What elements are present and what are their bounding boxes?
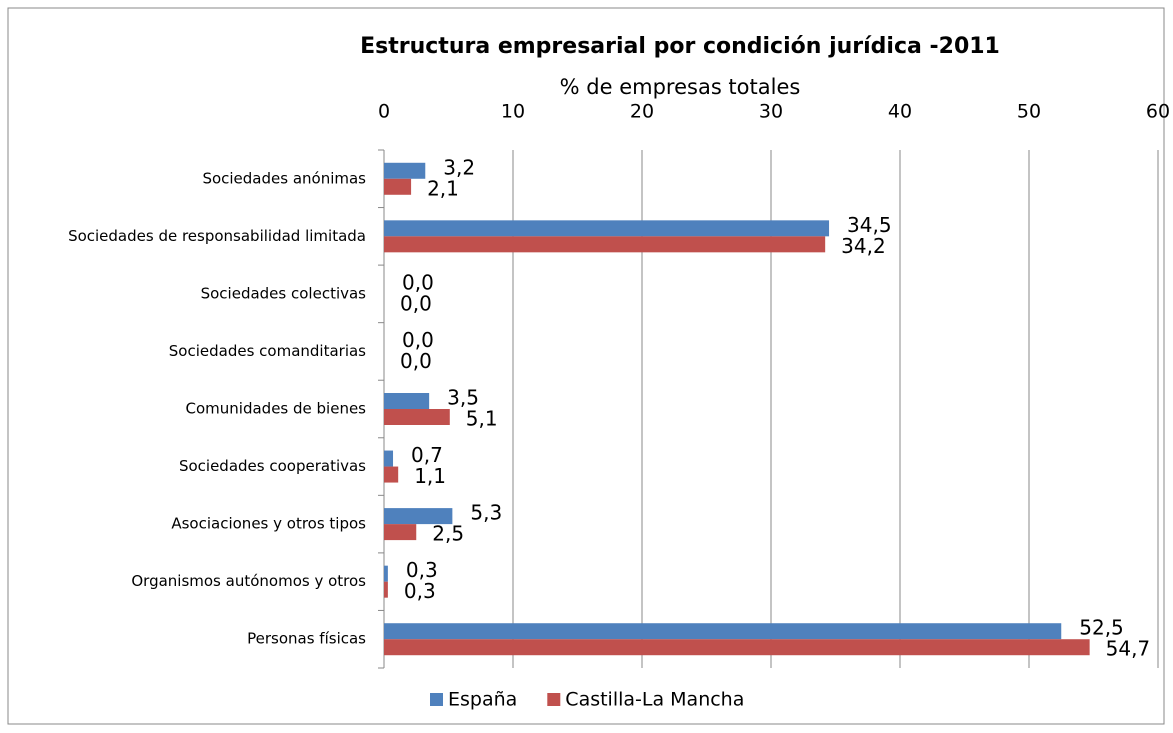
value-label: 2,1 [427,176,459,200]
value-label: 5,1 [466,407,498,431]
y-tick-label: Sociedades de responsabilidad limitada [68,227,366,245]
bar [384,466,399,483]
y-tick-label: Sociedades comanditarias [169,342,366,360]
bar [384,639,1090,656]
bar [384,236,826,253]
value-label: 0,3 [404,579,436,603]
legend-swatch [547,693,561,706]
value-label: 0,0 [400,349,432,373]
value-label: 0,0 [400,291,432,315]
y-tick-label: Sociedades anónimas [202,169,366,187]
x-axis-title: % de empresas totales [560,75,801,99]
value-label: 2,5 [432,522,464,546]
legend-label: España [448,689,517,711]
x-tick-label: 40 [888,101,912,123]
x-tick-label: 0 [378,101,390,123]
value-label: 34,5 [847,213,892,237]
value-label: 54,7 [1106,637,1151,661]
x-tick-label: 60 [1146,101,1170,123]
bar [384,581,388,598]
bar [384,393,430,409]
value-label: 34,2 [841,234,886,258]
value-label: 0,0 [402,328,434,352]
value-label: 1,1 [414,464,446,488]
bar [384,508,453,525]
value-label: 0,3 [406,558,438,582]
value-label: 3,2 [443,155,475,179]
bar [384,220,830,237]
y-tick-label: Sociedades cooperativas [179,457,366,475]
x-tick-label: 50 [1017,101,1041,123]
y-tick-label: Sociedades colectivas [201,284,367,302]
x-tick-label: 30 [759,101,783,123]
bar [384,162,426,179]
legend-swatch [430,693,443,706]
legend-label: Castilla-La Mancha [565,689,744,711]
chart-title: Estructura empresarial por condición jur… [360,34,1000,59]
bar [384,450,394,467]
bar [384,623,1062,640]
value-label: 0,7 [411,443,443,467]
y-tick-label: Personas físicas [247,630,366,648]
value-label: 5,3 [470,501,502,525]
value-label: 0,0 [402,270,434,294]
x-tick-label: 20 [630,101,654,123]
value-label: 52,5 [1079,616,1124,640]
y-tick-label: Comunidades de bienes [186,400,367,418]
bar [384,565,388,582]
bar [384,524,417,541]
chart-border [7,7,1165,725]
y-tick-label: Organismos autónomos y otros [131,572,366,590]
y-tick-label: Asociaciones y otros tipos [171,515,366,533]
x-tick-label: 10 [501,101,525,123]
bar [384,409,450,425]
bar [384,178,412,195]
value-label: 3,5 [447,386,479,410]
